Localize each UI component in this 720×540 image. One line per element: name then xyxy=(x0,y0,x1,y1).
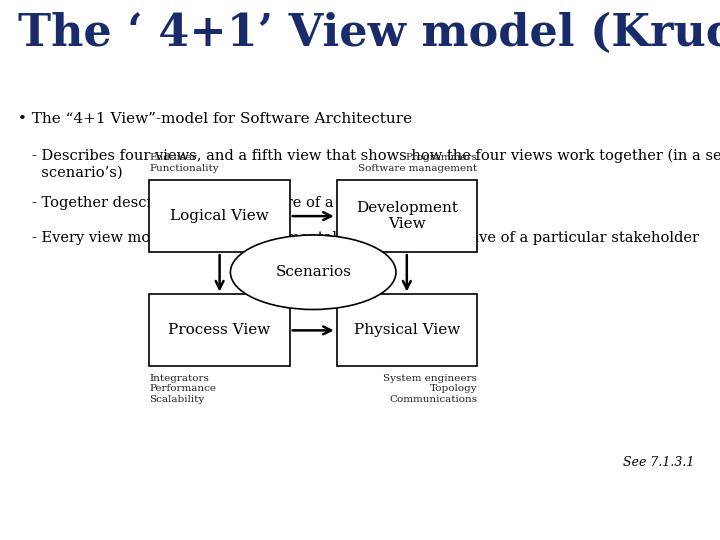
Text: The ‘ 4+1’ View model (Kruchten): The ‘ 4+1’ View model (Kruchten) xyxy=(18,12,720,56)
Text: - Together describe the architecture of a software system: - Together describe the architecture of … xyxy=(32,196,459,210)
FancyBboxPatch shape xyxy=(336,180,477,252)
Text: • The “4+1 View”-model for Software Architecture: • The “4+1 View”-model for Software Arch… xyxy=(18,112,412,126)
Text: Scenarios: Scenarios xyxy=(275,265,351,279)
Text: End-user
Functionality: End-user Functionality xyxy=(150,153,219,173)
Text: - Every view models what is fundamental from the perspective of a particular sta: - Every view models what is fundamental … xyxy=(32,231,699,245)
Ellipse shape xyxy=(230,235,396,309)
Text: Integrators
Performance
Scalability: Integrators Performance Scalability xyxy=(150,374,217,403)
FancyBboxPatch shape xyxy=(336,294,477,366)
FancyBboxPatch shape xyxy=(150,180,289,252)
FancyBboxPatch shape xyxy=(150,294,289,366)
Text: Programmers
Software management: Programmers Software management xyxy=(358,153,477,173)
Text: See 7.1.3.1: See 7.1.3.1 xyxy=(624,456,695,469)
Text: Physical View: Physical View xyxy=(354,323,460,338)
Text: Logical View: Logical View xyxy=(170,209,269,223)
Text: Discover the world at Leiden University: Discover the world at Leiden University xyxy=(18,511,315,525)
Text: 14: 14 xyxy=(683,511,702,526)
Text: - Describes four views, and a fifth view that shows how the four views work toge: - Describes four views, and a fifth view… xyxy=(32,149,720,180)
Text: Development
View: Development View xyxy=(356,201,458,231)
Text: Process View: Process View xyxy=(168,323,271,338)
Text: System engineers
Topology
Communications: System engineers Topology Communications xyxy=(383,374,477,403)
